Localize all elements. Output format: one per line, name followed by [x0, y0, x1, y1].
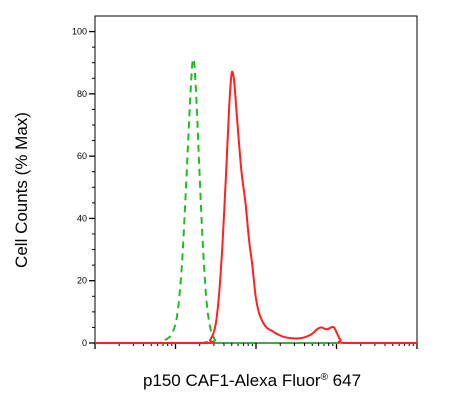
- y-axis-label: Cell Counts (% Max): [12, 112, 31, 268]
- x-axis-label-suffix: 647: [328, 371, 361, 390]
- y-axis: 0 20 40 60 80 100: [72, 27, 95, 348]
- series-layer: [95, 57, 417, 345]
- x-axis-label: p150 CAF1-Alexa Fluor® 647: [143, 371, 361, 390]
- x-axis-label-text: p150 CAF1-Alexa Fluor: [143, 371, 321, 390]
- y-tick-label: 40: [77, 213, 87, 223]
- y-tick-label: 100: [72, 27, 87, 37]
- y-tick-label: 60: [77, 151, 87, 161]
- x-axis-label-mark: ®: [321, 372, 329, 383]
- series-line-2: [95, 70, 417, 345]
- y-tick-label: 0: [82, 338, 87, 348]
- y-tick-label: 80: [77, 89, 87, 99]
- y-tick-label: 20: [77, 276, 87, 286]
- series-line-1: [95, 57, 417, 345]
